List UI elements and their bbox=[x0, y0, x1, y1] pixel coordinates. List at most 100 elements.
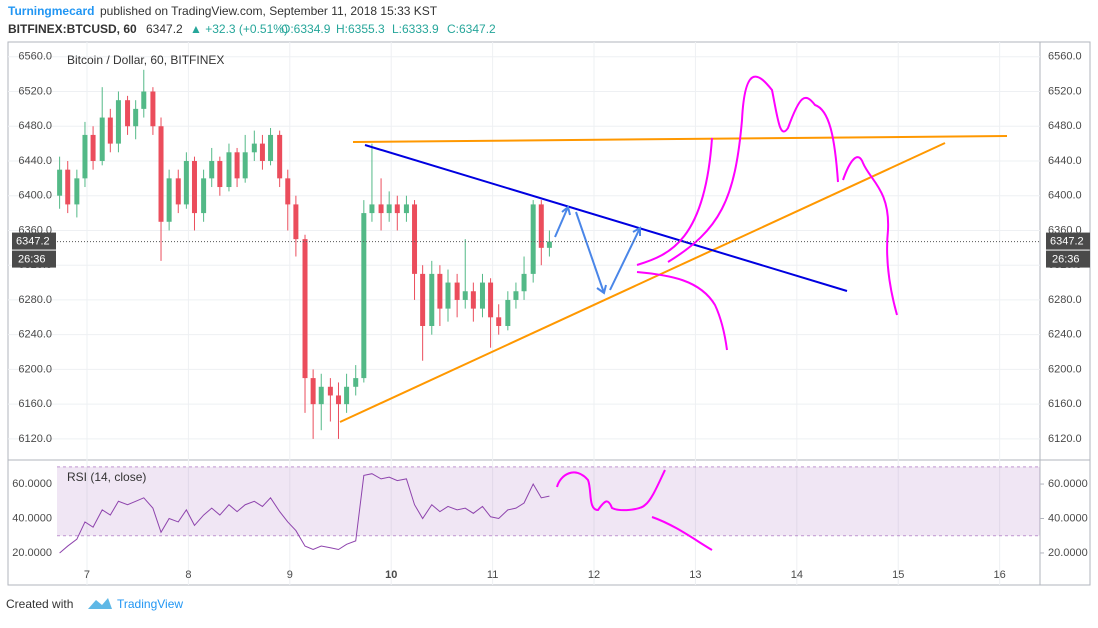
candle-body bbox=[166, 178, 172, 222]
candle-body bbox=[454, 282, 460, 300]
y-tick-label-right: 6160.0 bbox=[1048, 398, 1082, 410]
candle-body bbox=[462, 291, 468, 300]
chart-title: Bitcoin / Dollar, 60, BITFINEX bbox=[67, 53, 224, 67]
candle-body bbox=[183, 160, 189, 205]
y2-tick-label-right: 60.0000 bbox=[1048, 478, 1088, 490]
author[interactable]: Turningmecard bbox=[8, 4, 94, 18]
candle-body bbox=[546, 241, 552, 248]
y-tick-label: 6520.0 bbox=[18, 85, 52, 97]
price-tag: 6347.2 bbox=[1050, 235, 1084, 247]
y2-tick-label: 20.0000 bbox=[12, 547, 52, 559]
x-tick-label: 15 bbox=[892, 569, 904, 581]
candle-body bbox=[125, 100, 131, 127]
candle-body bbox=[538, 204, 544, 248]
candle-body bbox=[226, 152, 232, 188]
change: ▲ +32.3 (+0.51%) bbox=[190, 22, 288, 36]
y-tick-label-right: 6560.0 bbox=[1048, 51, 1082, 63]
freehand bbox=[636, 271, 728, 351]
x-tick-label: 16 bbox=[994, 569, 1006, 581]
candle-body bbox=[99, 117, 105, 161]
ohlc-low: L:6333.9 bbox=[392, 22, 439, 36]
candle-body bbox=[327, 386, 333, 396]
symbol: BITFINEX:BTCUSD, 60 bbox=[8, 22, 137, 36]
x-tick-label: 7 bbox=[84, 569, 90, 581]
candle-body bbox=[150, 91, 156, 127]
x-tick-label: 12 bbox=[588, 569, 600, 581]
candle-body bbox=[57, 169, 63, 196]
y-tick-label: 6480.0 bbox=[18, 120, 52, 132]
candle-body bbox=[386, 204, 392, 214]
candle-body bbox=[234, 152, 240, 179]
x-tick-label: 11 bbox=[487, 569, 498, 581]
x-tick-label: 10 bbox=[385, 569, 397, 581]
footer-brand[interactable]: TradingView bbox=[117, 597, 183, 611]
countdown-box bbox=[12, 250, 56, 268]
candle-body bbox=[74, 178, 80, 205]
candle-body bbox=[277, 134, 283, 179]
y-tick-label-right: 6200.0 bbox=[1048, 363, 1082, 375]
candle-body bbox=[65, 169, 71, 205]
rsi-line bbox=[59, 473, 550, 554]
candle-body bbox=[521, 273, 527, 292]
y-tick-label-right: 6480.0 bbox=[1048, 120, 1082, 132]
y-tick-label-right: 6120.0 bbox=[1048, 433, 1082, 445]
countdown: 26:36 bbox=[1052, 253, 1080, 265]
candle-body bbox=[268, 134, 274, 161]
candle-body bbox=[445, 282, 451, 309]
support-line bbox=[339, 142, 946, 423]
price-tag-box bbox=[12, 232, 56, 250]
candle-body bbox=[285, 178, 291, 205]
candle-body bbox=[107, 117, 113, 144]
candle-body bbox=[488, 282, 494, 318]
rsi-title: RSI (14, close) bbox=[67, 470, 146, 484]
price-tag-box bbox=[1046, 232, 1090, 250]
resistance-line bbox=[352, 135, 1008, 143]
freehand bbox=[842, 156, 898, 316]
y-tick-label: 6240.0 bbox=[18, 329, 52, 341]
candle-body bbox=[310, 378, 316, 405]
candle-body bbox=[115, 100, 121, 144]
candle-body bbox=[242, 152, 248, 179]
y2-tick-label: 40.0000 bbox=[12, 512, 52, 524]
candle-body bbox=[335, 395, 341, 405]
candle-body bbox=[353, 378, 359, 387]
candle-body bbox=[217, 160, 223, 188]
candle-body bbox=[90, 134, 96, 161]
y-tick-label: 6160.0 bbox=[18, 398, 52, 410]
y-tick-label-right: 6240.0 bbox=[1048, 329, 1082, 341]
last: 6347.2 bbox=[146, 22, 183, 36]
y2-tick-label-right: 40.0000 bbox=[1048, 512, 1088, 524]
countdown-box bbox=[1046, 250, 1090, 268]
rsi-band bbox=[57, 466, 1040, 536]
candle-body bbox=[209, 160, 215, 179]
y-tick-label-right: 6440.0 bbox=[1048, 155, 1082, 167]
arrows bbox=[554, 205, 641, 295]
x-tick-label: 13 bbox=[689, 569, 701, 581]
candle-body bbox=[369, 204, 375, 214]
candle-body bbox=[479, 282, 485, 309]
candle-body bbox=[293, 204, 299, 240]
freehand bbox=[556, 469, 666, 512]
freehand bbox=[651, 516, 713, 551]
ohlc-close: C:6347.2 bbox=[447, 22, 496, 36]
y-tick-label: 6560.0 bbox=[18, 51, 52, 63]
freehand bbox=[636, 137, 713, 266]
candle-body bbox=[175, 178, 181, 205]
ohlc-open: O:6334.9 bbox=[281, 22, 331, 36]
y-tick-label-right: 6520.0 bbox=[1048, 85, 1082, 97]
y-tick-label-right: 6280.0 bbox=[1048, 294, 1082, 306]
candle-body bbox=[344, 386, 350, 405]
candle-body bbox=[191, 160, 197, 214]
candle-body bbox=[158, 126, 164, 222]
tv-logo bbox=[88, 598, 112, 609]
y-tick-label: 6120.0 bbox=[18, 433, 52, 445]
price-tag: 6347.2 bbox=[16, 235, 50, 247]
candle-body bbox=[420, 273, 426, 326]
candle-body bbox=[530, 204, 536, 274]
y-tick-label-right: 6400.0 bbox=[1048, 190, 1082, 202]
x-tick-label: 14 bbox=[791, 569, 803, 581]
y2-tick-label: 60.0000 bbox=[12, 478, 52, 490]
candle-body bbox=[429, 273, 435, 326]
